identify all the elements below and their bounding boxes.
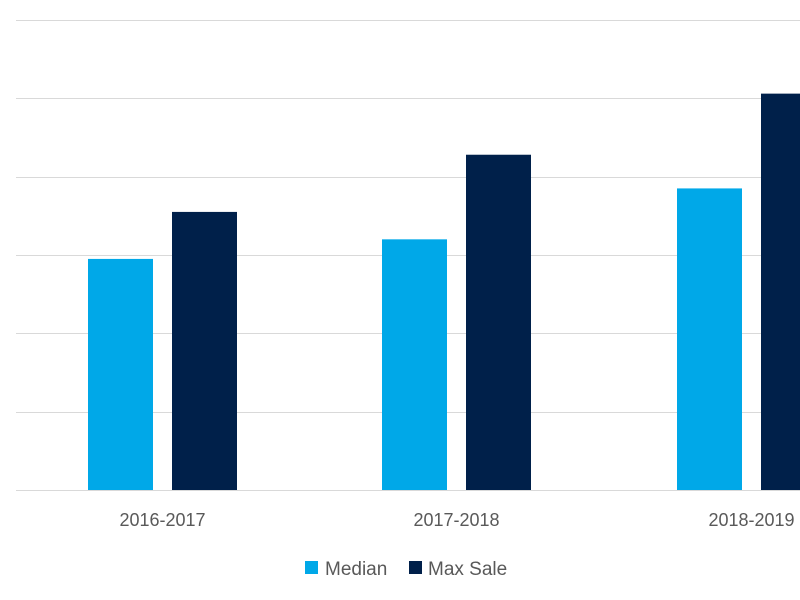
legend-swatch-max-sale (409, 561, 422, 574)
x-tick-label: 2017-2018 (413, 510, 499, 530)
bar-max-sale-2017-2018 (466, 154, 531, 490)
legend-label-median: Median (325, 559, 387, 580)
legend: Median Max Sale (305, 559, 507, 580)
x-tick-label: 2016-2017 (119, 510, 205, 530)
bar-median-2016-2017 (88, 258, 153, 490)
x-axis: 2016-2017 2017-2018 2018-2019 (16, 490, 800, 530)
legend-label-max-sale: Max Sale (428, 559, 507, 580)
bar-median-2018-2019 (677, 188, 742, 490)
bars (88, 93, 800, 490)
bar-median-2017-2018 (382, 239, 447, 490)
legend-swatch-median (305, 561, 318, 574)
bar-max-sale-2018-2019 (761, 93, 800, 490)
x-tick-label: 2018-2019 (708, 510, 794, 530)
bar-max-sale-2016-2017 (172, 211, 237, 490)
